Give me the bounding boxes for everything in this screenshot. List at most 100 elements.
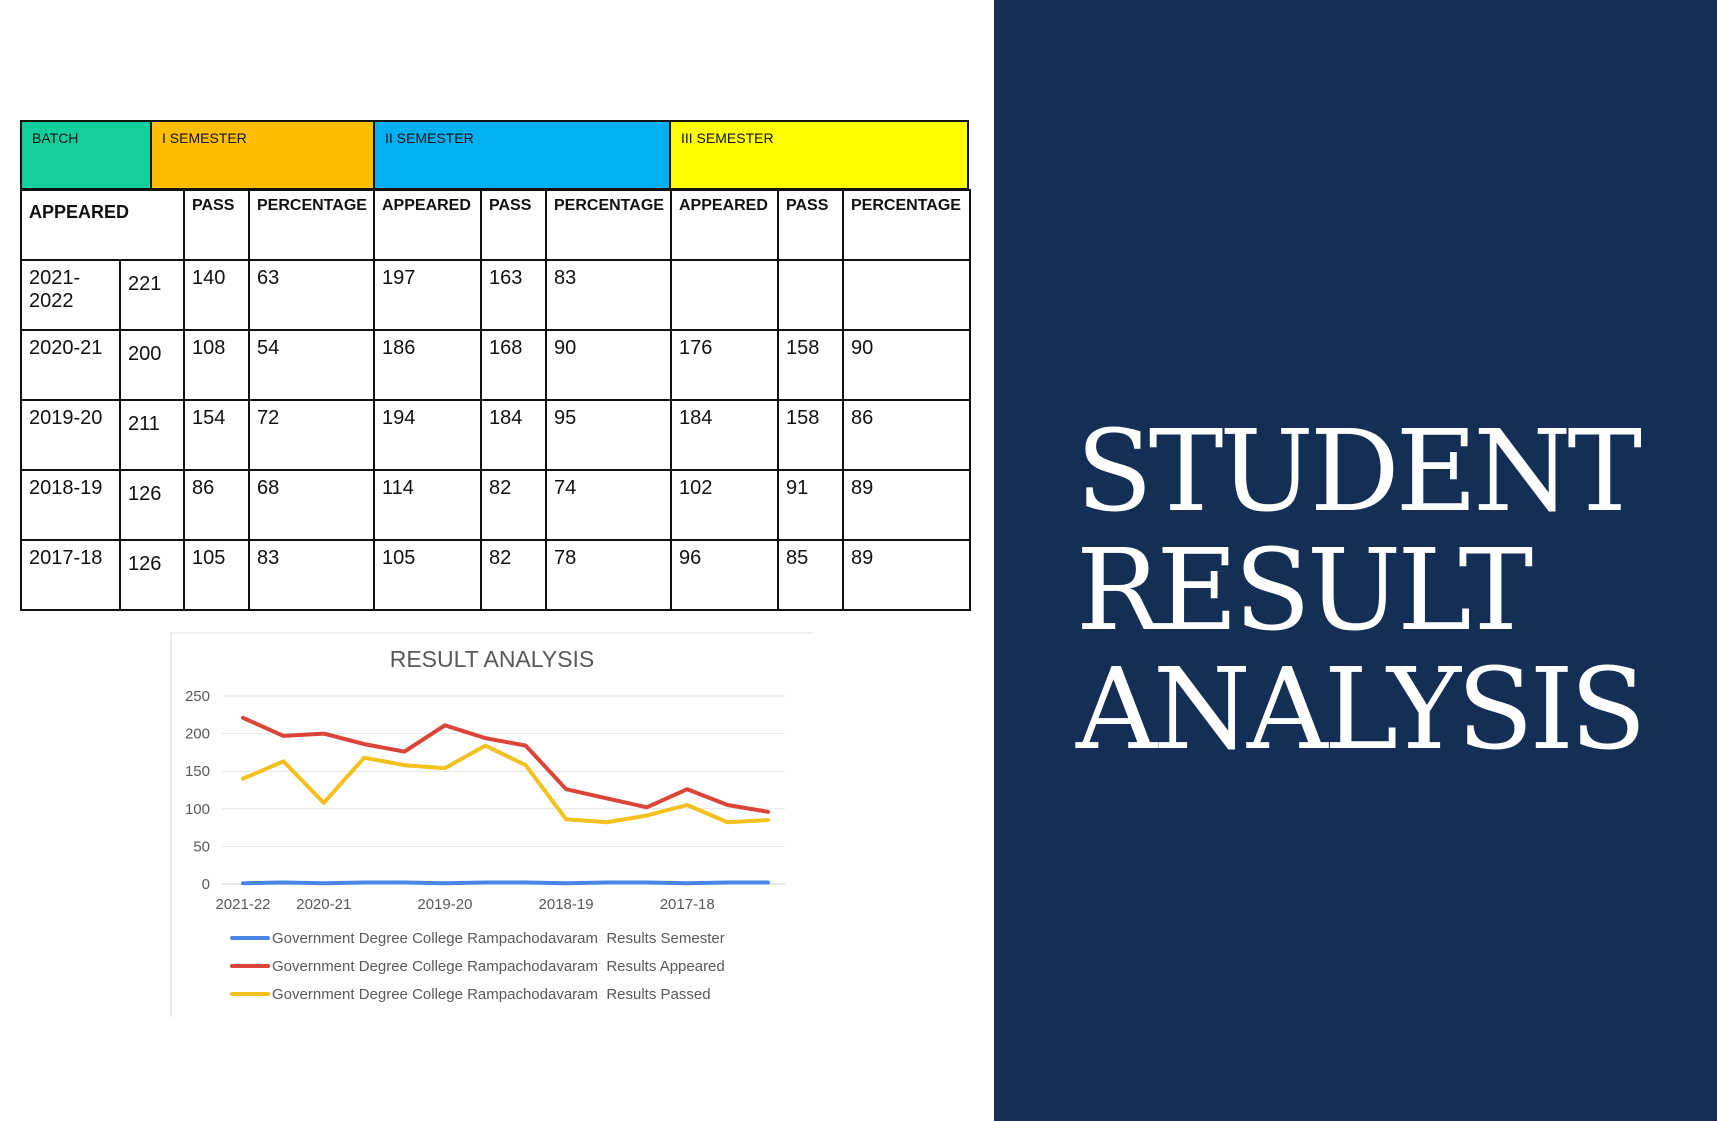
legend-label-1: Government Degree College Rampachodavara… [272,930,725,947]
sem1-percentage-cell: 68 [248,469,375,541]
content-panel: BATCH I SEMESTER II SEMESTER III SEMESTE… [20,120,971,1017]
y-axis-ticks: 0 50 100 150 200 250 [185,688,210,893]
sem3-pass-cell: 158 [777,329,844,401]
sem3-appeared-cell: 96 [670,539,779,611]
sem1-pass-cell: 140 [183,259,250,331]
sem1-appeared-cell: 211 [119,399,185,471]
table-row: 2020-21 200 108 54 186 168 90 176 158 90 [20,329,971,401]
sem3-appeared-header: APPEARED [670,189,779,261]
sem2-appeared-header: APPEARED [373,189,482,261]
chart-gridlines [222,695,785,885]
sem2-pass-cell: 163 [480,259,547,331]
legend-label-2: Government Degree College Rampachodavara… [272,958,725,975]
sem1-percentage-cell: 63 [248,259,375,331]
batch-group-header: BATCH [20,120,152,190]
sem2-percentage-header: PERCENTAGE [545,189,672,261]
sem1-pass-cell: 154 [183,399,250,471]
chart-legend: Government Degree College Rampachodavara… [230,930,725,1003]
sem3-appeared-cell: 184 [670,399,779,471]
chart-series [241,715,770,886]
x-tick-label: 2020-21 [296,896,351,913]
sem1-pass-cell: 105 [183,539,250,611]
slide-title-line-1: STUDENT [1076,407,1642,537]
sem2-pass-cell: 82 [480,469,547,541]
sem1-percentage-cell: 72 [248,399,375,471]
y-tick-label: 0 [202,876,210,893]
sem1-pass-cell: 86 [183,469,250,541]
sem2-pass-cell: 168 [480,329,547,401]
batch-cell: 2021-2022 [20,259,121,331]
sem2-percentage-cell: 78 [545,539,672,611]
sem3-percentage-cell: 90 [842,329,971,401]
y-tick-label: 200 [185,726,210,743]
sem1-pass-cell: 108 [183,329,250,401]
batch-group-header-label: BATCH [32,130,79,146]
x-tick-label: 2019-20 [417,896,472,913]
sem1-percentage-cell: 83 [248,539,375,611]
sem3-pass-cell: 91 [777,469,844,541]
sem2-appeared-cell: 194 [373,399,482,471]
sem1-appeared-cell: 126 [119,539,185,611]
sem3-percentage-cell: 86 [842,399,971,471]
sem2-pass-header: PASS [480,189,547,261]
sem3-appeared-cell: 102 [670,469,779,541]
sem1-appeared-cell: 200 [119,329,185,401]
sem2-percentage-cell: 83 [545,259,672,331]
sem2-percentage-cell: 95 [545,399,672,471]
sem3-percentage-cell [842,259,971,331]
sem3-appeared-cell: 176 [670,329,779,401]
results-table: APPEARED PASS PERCENTAGE APPEARED PASS P… [20,189,971,611]
table-row: 2017-18 126 105 83 105 82 78 96 85 89 [20,539,971,611]
batch-cell: 2019-20 [20,399,121,471]
title-panel: STUDENT RESULT ANALYSIS [994,0,1717,1121]
y-tick-label: 100 [185,801,210,818]
sub-header-row: APPEARED PASS PERCENTAGE APPEARED PASS P… [20,189,971,261]
sem2-appeared-cell: 114 [373,469,482,541]
sem1-appeared-header: APPEARED [20,189,185,261]
sem1-percentage-cell: 54 [248,329,375,401]
semester-3-group-header: III SEMESTER [669,120,969,190]
semester-2-header-label: II SEMESTER [385,130,474,146]
sem3-percentage-cell: 89 [842,469,971,541]
sem1-percentage-header: PERCENTAGE [248,189,375,261]
sem3-pass-header: PASS [777,189,844,261]
sem2-appeared-cell: 186 [373,329,482,401]
chart-svg: RESULT ANALYSIS 0 50 100 150 200 250 2021-22 2… [170,632,813,1017]
sem1-appeared-cell: 126 [119,469,185,541]
sem3-appeared-cell [670,259,779,331]
series-line-2 [241,715,770,814]
chart-title: RESULT ANALYSIS [390,646,595,672]
sem3-percentage-header: PERCENTAGE [842,189,971,261]
sem2-appeared-cell: 105 [373,539,482,611]
table-row: 2018-19 126 86 68 114 82 74 102 91 89 [20,469,971,541]
table-row: 2019-20 211 154 72 194 184 95 184 158 86 [20,399,971,471]
slide-title-line-2: RESULT [1076,526,1533,656]
series-line-1 [241,880,770,886]
y-tick-label: 150 [185,763,210,780]
sem1-appeared-cell: 221 [119,259,185,331]
semester-3-header-label: III SEMESTER [681,130,774,146]
y-tick-label: 250 [185,688,210,705]
legend-label-3: Government Degree College Rampachodavara… [272,986,711,1003]
sem3-percentage-cell: 89 [842,539,971,611]
sem1-pass-header: PASS [183,189,250,261]
x-tick-label: 2018-19 [539,896,594,913]
sem2-appeared-cell: 197 [373,259,482,331]
semester-2-group-header: II SEMESTER [373,120,671,190]
table-row: 2021-2022 221 140 63 197 163 83 [20,259,971,331]
sem2-pass-cell: 82 [480,539,547,611]
sem3-pass-cell [777,259,844,331]
batch-cell: 2020-21 [20,329,121,401]
series-line-3 [241,743,770,825]
sem2-pass-cell: 184 [480,399,547,471]
y-tick-label: 50 [193,838,210,855]
slide-title-line-3: ANALYSIS [1076,645,1647,775]
x-tick-label: 2017-18 [660,896,715,913]
sem3-pass-cell: 158 [777,399,844,471]
semester-1-group-header: I SEMESTER [150,120,375,190]
batch-cell: 2018-19 [20,469,121,541]
sem2-percentage-cell: 74 [545,469,672,541]
x-tick-label: 2021-22 [215,896,270,913]
sem3-pass-cell: 85 [777,539,844,611]
sem2-percentage-cell: 90 [545,329,672,401]
